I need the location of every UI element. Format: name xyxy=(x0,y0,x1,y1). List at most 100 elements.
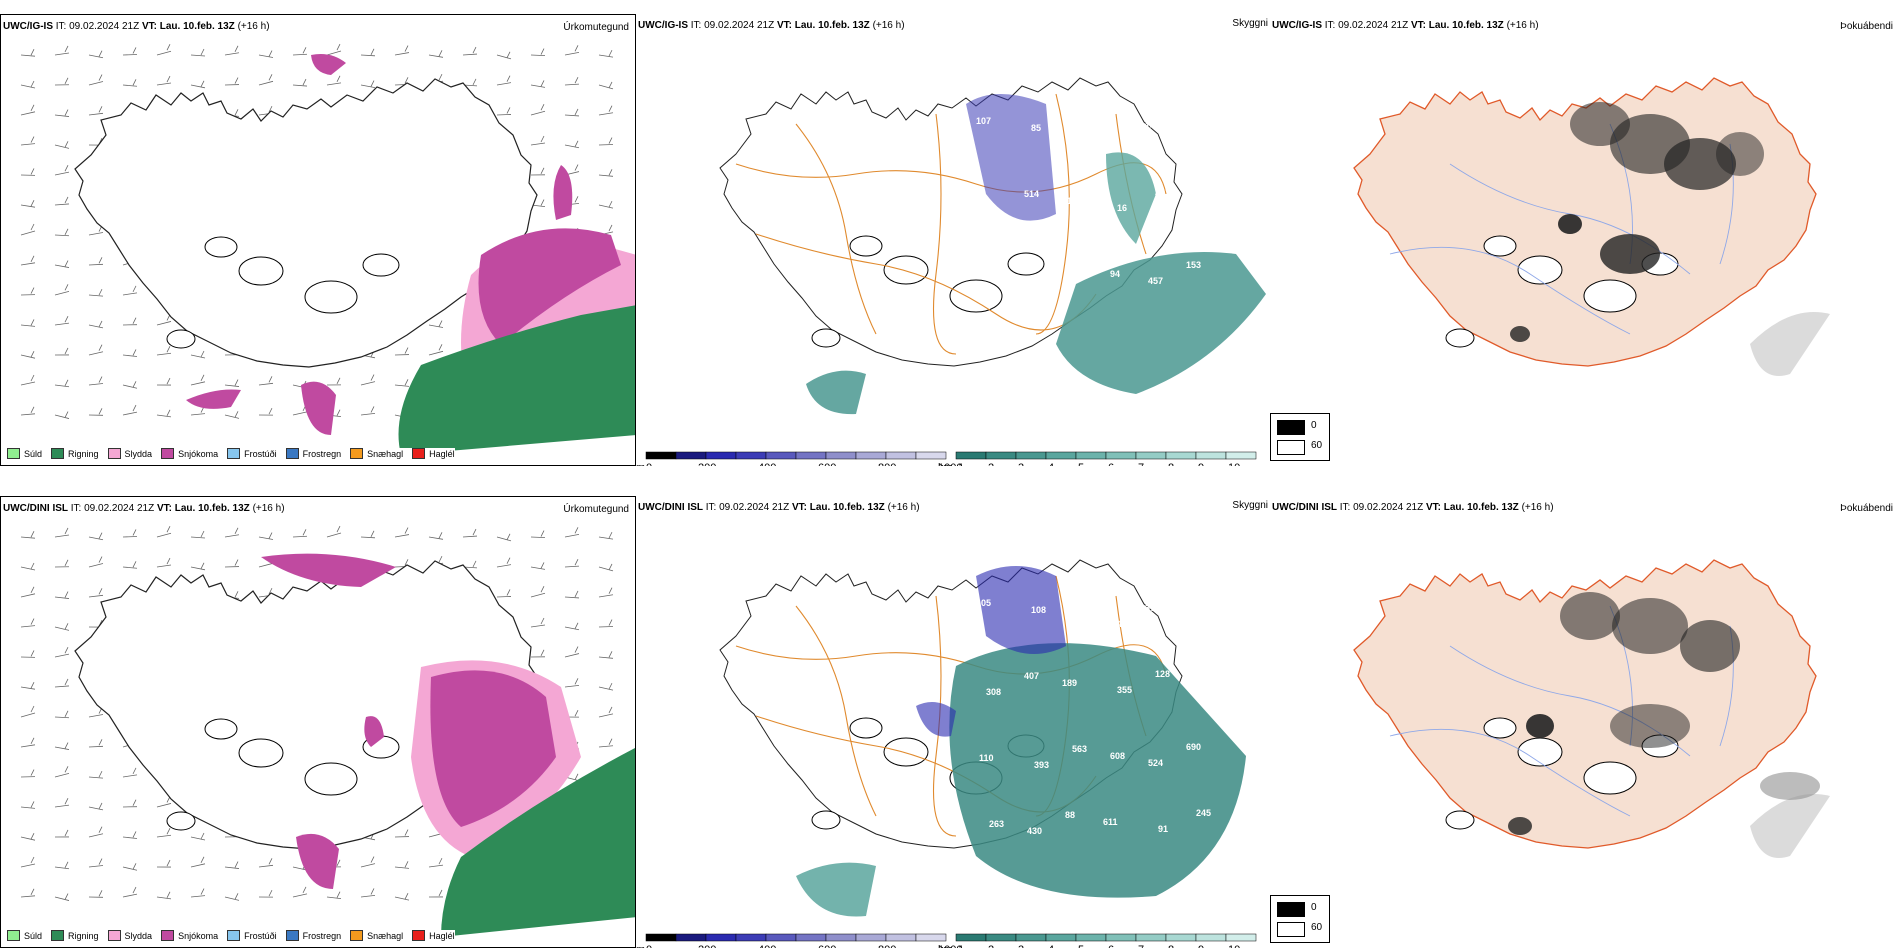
glacier-outline xyxy=(811,810,841,830)
wind-barb xyxy=(564,646,580,658)
wind-barb xyxy=(190,562,206,571)
road xyxy=(932,113,957,355)
cloud-base-label: 611 xyxy=(1103,817,1118,827)
wind-barb xyxy=(54,710,70,719)
scale-swatch-m xyxy=(825,451,857,460)
cloud-base-label: 393 xyxy=(1034,760,1049,770)
legend-swatch xyxy=(51,930,65,941)
wind-barb xyxy=(20,618,36,628)
cloud-areas xyxy=(806,94,1266,415)
snow-area xyxy=(186,389,241,409)
wind-barb xyxy=(88,802,104,811)
wind-barb xyxy=(292,78,308,87)
glacier-outline xyxy=(166,811,196,831)
cloud-base-label: 95 xyxy=(986,205,996,215)
scale-swatch-m xyxy=(795,451,827,460)
wind-barb xyxy=(156,828,172,838)
wind-barb xyxy=(54,347,70,356)
glacier-outline xyxy=(304,762,358,796)
wind-barb xyxy=(54,109,70,117)
wind-barb xyxy=(224,893,240,901)
cloud-base-labels: 107 85 136 26 142 107 95 514 316 16 291 784 359 547 89… xyxy=(976,116,1215,288)
wind-barb xyxy=(122,285,138,296)
wind-barb xyxy=(122,317,138,326)
fog-probability-area xyxy=(1750,794,1830,858)
legend-swatch xyxy=(107,448,121,459)
wind-barb xyxy=(54,379,70,388)
precip-panel-row2: UWC/DINI ISL IT: 09.02.2024 21Z VT: Lau.… xyxy=(0,496,636,948)
legend-swatch xyxy=(51,448,65,459)
scale-swatch-km xyxy=(955,451,987,460)
wind-barb xyxy=(394,45,410,56)
wind-barb xyxy=(156,75,172,86)
legend-swatch xyxy=(227,930,241,941)
snow-area xyxy=(553,165,573,220)
fog-probability-area xyxy=(1760,772,1820,800)
glacier-outline xyxy=(204,718,238,740)
legend-item: Snæhagl xyxy=(350,448,403,459)
vt-label: VT: xyxy=(1425,502,1441,513)
wind-barb xyxy=(54,766,70,778)
scale-tick-km: 6 xyxy=(1108,944,1114,948)
wind-barb xyxy=(190,374,206,386)
wind-barb xyxy=(88,588,104,598)
fog-probability-area xyxy=(1612,598,1688,654)
scale-tick-km: 6 xyxy=(1108,462,1114,466)
scale-tick-m: 400 xyxy=(758,944,776,948)
scale-tick-km: 5 xyxy=(1078,462,1084,466)
cloud-base-label: 514 xyxy=(1024,189,1039,199)
glacier-outline xyxy=(1517,255,1563,285)
wind-barb xyxy=(598,619,614,628)
vt-label: VT: xyxy=(791,502,807,513)
legend-label: Snæhagl xyxy=(367,930,404,941)
wind-barb xyxy=(88,257,104,266)
cloud-areas xyxy=(796,566,1246,917)
wind-barb xyxy=(54,527,70,538)
legend-label: Rigning xyxy=(68,448,99,459)
fog-legend-dark-label: 0 xyxy=(1311,902,1317,913)
wind-barb xyxy=(20,351,36,359)
wind-barb xyxy=(394,829,410,838)
legend-swatch xyxy=(227,448,241,459)
wind-barb xyxy=(598,81,614,90)
wind-barb xyxy=(428,50,444,58)
lead-time: (+16 h) xyxy=(252,503,285,514)
high-terrain-area xyxy=(966,94,1056,221)
scale-swatch-m xyxy=(675,933,707,942)
snow-area xyxy=(478,228,621,345)
wind-barb xyxy=(564,45,580,56)
cloud-base-label: 430 xyxy=(1027,826,1042,836)
it-value: 09.02.2024 21Z xyxy=(1338,20,1409,31)
scale-tick-km: 7 xyxy=(1138,944,1144,948)
wind-barb xyxy=(20,223,36,236)
precip-areas xyxy=(261,553,635,937)
wind-barb xyxy=(54,260,70,268)
vt-value: Lau. 10.feb. 13Z xyxy=(809,502,885,513)
scale-swatch-m xyxy=(705,933,737,942)
legend-swatch xyxy=(7,930,20,941)
fog-panel-row1: UWC/IG-IS IT: 09.02.2024 21Z VT: Lau. 10… xyxy=(1270,14,1900,466)
wind-barb xyxy=(20,888,36,898)
glacier-outline xyxy=(238,738,284,768)
wind-barb xyxy=(564,622,580,631)
cloud-base-label: 292 xyxy=(1193,676,1208,686)
it-label: IT: xyxy=(1339,502,1351,513)
scale-swatch-km xyxy=(955,933,987,942)
wind-barb xyxy=(394,892,410,901)
scale-swatch-km xyxy=(1195,933,1227,942)
wind-barb xyxy=(54,742,70,750)
wind-barb xyxy=(326,891,342,900)
cloud-panel-row2: 105 108 638 274 373 159 308 407 189 355 128 292 110 3… xyxy=(636,496,1270,948)
legend-label: Rigning xyxy=(68,930,99,941)
legend-label: Haglél xyxy=(429,930,455,941)
wind-barb xyxy=(598,706,614,718)
scale-tick-m: 1000 xyxy=(938,944,962,948)
scale-tick-km: 10 xyxy=(1228,944,1240,948)
legend-swatch xyxy=(161,930,175,941)
low-cloud-area xyxy=(949,643,1246,898)
scale-swatch-km xyxy=(1225,451,1257,460)
wind-barb xyxy=(428,889,444,898)
wind-barb xyxy=(394,379,410,387)
wind-barb xyxy=(598,531,614,540)
wind-barb xyxy=(88,408,104,416)
